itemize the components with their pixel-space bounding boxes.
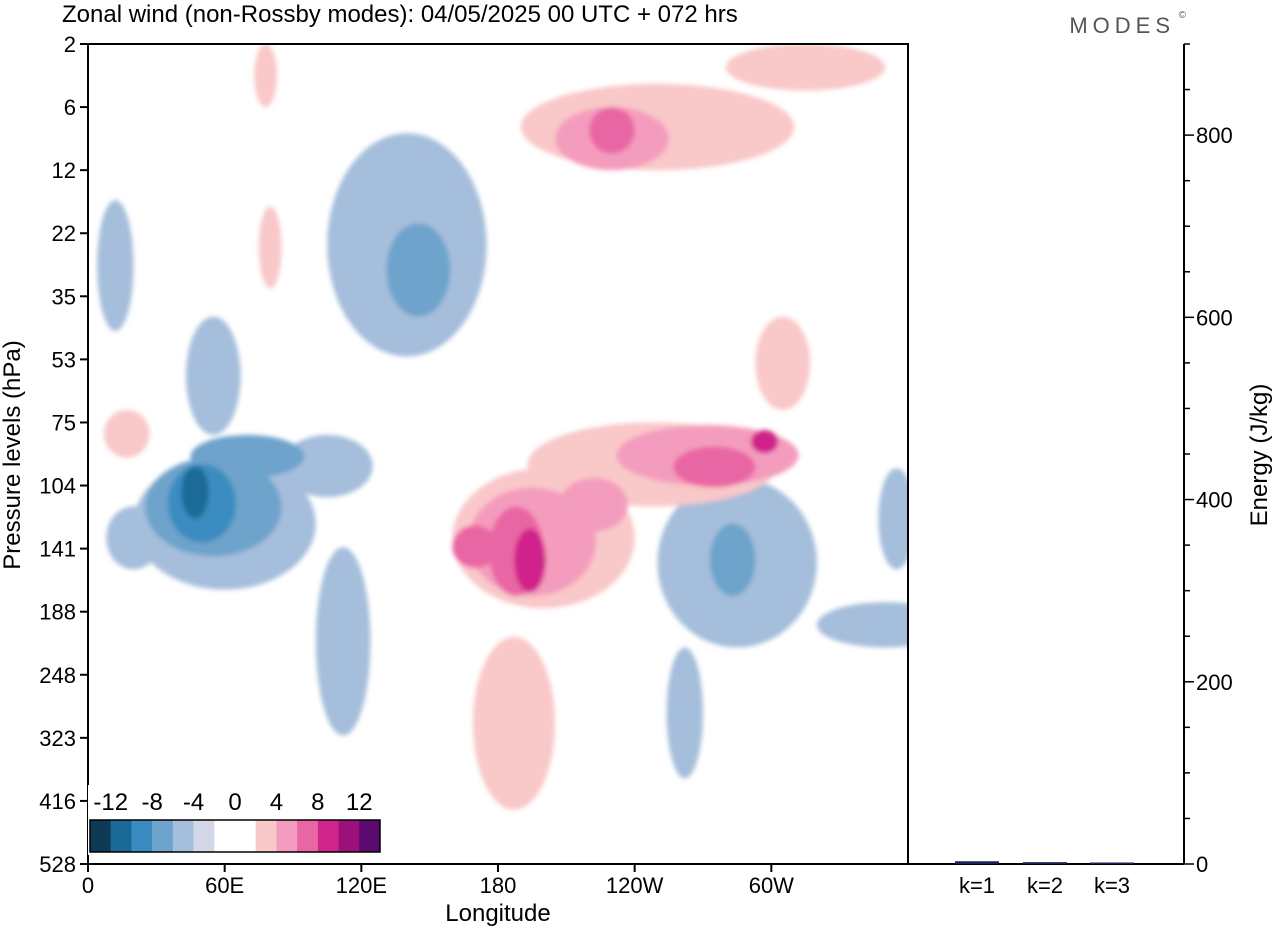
wind-anomaly-region [315, 547, 371, 736]
wind-anomaly-region [185, 316, 241, 435]
colorbar-swatch [297, 820, 319, 852]
wind-anomaly-region [513, 528, 546, 593]
colorbar-label: -8 [141, 789, 162, 816]
colorbar-swatch [152, 820, 174, 852]
y-tick-label: 416 [39, 789, 76, 814]
y-tick-label: 6 [64, 95, 76, 120]
energy-tick-label: 0 [1196, 852, 1208, 877]
y-tick-label: 528 [39, 852, 76, 877]
colorbar-swatch [235, 820, 257, 852]
y-tick-label: 141 [39, 537, 76, 562]
brand-logo: MODES © [1069, 10, 1186, 38]
colorbar-label: 0 [228, 789, 241, 816]
x-tick-label: 60W [749, 873, 794, 898]
y-tick-label: 323 [39, 726, 76, 751]
wind-anomaly-region [673, 446, 756, 488]
wind-anomaly-region [816, 602, 908, 648]
wind-anomaly-region [472, 636, 555, 810]
energy-bar [1023, 862, 1067, 864]
colorbar-label: 12 [346, 789, 373, 816]
y-tick-label: 35 [52, 284, 76, 309]
wind-anomaly-region [281, 434, 373, 498]
wind-anomaly-region [559, 477, 628, 532]
colorbar-swatch [317, 820, 339, 852]
wind-anomaly-region [878, 468, 908, 570]
wind-anomaly-region [103, 409, 150, 458]
energy-category-label: k=3 [1094, 873, 1130, 898]
wind-anomaly-region [709, 523, 756, 596]
x-tick-label: 0 [82, 873, 94, 898]
energy-axis-label: Energy (J/kg) [1246, 384, 1273, 527]
energy-bar [1090, 862, 1134, 864]
energy-tick-label: 400 [1196, 488, 1233, 513]
wind-anomaly-region [181, 466, 209, 519]
colorbar-legend: -12 -8 -4 0 4 8 12 [88, 785, 382, 855]
y-tick-label: 75 [52, 410, 76, 435]
y-tick-label: 188 [39, 600, 76, 625]
energy-tick-label: 800 [1196, 123, 1233, 148]
wind-anomaly-region [386, 223, 451, 317]
wind-anomaly-region [755, 316, 811, 410]
x-axis: 0 60E 120E 180 120W 60W [82, 864, 794, 898]
wind-anomaly-region [589, 107, 635, 154]
wind-anomaly-region [452, 525, 498, 568]
wind-anomaly-region [750, 430, 779, 454]
y-axis: 2 6 12 22 35 53 75 104 141 188 248 323 416 528 [39, 32, 88, 877]
energy-tick-label: 200 [1196, 670, 1233, 695]
colorbar-label: -12 [93, 789, 128, 816]
y-tick-label: 248 [39, 663, 76, 688]
y-tick-label: 22 [52, 221, 76, 246]
wind-anomaly-region [666, 647, 703, 779]
energy-bar-panel: 0 200 400 600 800 k=1 k=2 k=3 [908, 43, 1233, 898]
wind-anomaly-region [190, 434, 305, 478]
energy-tick-label: 600 [1196, 305, 1233, 330]
colorbar-swatch [338, 820, 360, 852]
energy-category-label: k=2 [1027, 873, 1063, 898]
y-tick-label: 12 [52, 158, 76, 183]
brand-text: MODES [1069, 13, 1175, 38]
y-tick-label: 104 [39, 474, 76, 499]
brand-mark: © [1179, 10, 1187, 21]
colorbar-frame [89, 819, 381, 853]
x-tick-label: 180 [480, 873, 517, 898]
x-tick-label: 120W [606, 873, 664, 898]
colorbar-swatch [90, 820, 112, 852]
chart-title: Zonal wind (non-Rossby modes): 04/05/202… [62, 1, 738, 28]
energy-bar [955, 861, 999, 864]
y-axis-label: Pressure levels (hPa) [0, 340, 26, 569]
energy-category-label: k=1 [959, 873, 995, 898]
x-tick-label: 60E [205, 873, 244, 898]
x-tick-label: 120E [336, 873, 387, 898]
colorbar-label: -4 [183, 789, 204, 816]
wind-anomaly-region [725, 44, 886, 91]
y-tick-label: 53 [52, 347, 76, 372]
heatmap-field [97, 44, 908, 810]
colorbar-label: 8 [311, 789, 324, 816]
colorbar-swatch [276, 820, 298, 852]
colorbar-swatch [193, 820, 215, 852]
colorbar-swatch [131, 820, 153, 852]
colorbar-swatch [172, 820, 194, 852]
colorbar-swatch [110, 820, 132, 852]
wind-anomaly-region [254, 44, 278, 108]
wind-anomaly-region [258, 206, 282, 289]
colorbar-label: 4 [270, 789, 283, 816]
colorbar-swatch [214, 820, 236, 852]
y-tick-label: 2 [64, 32, 76, 57]
wind-anomaly-region [97, 200, 134, 332]
colorbar-swatch [255, 820, 277, 852]
x-axis-label: Longitude [445, 900, 550, 927]
colorbar-swatch [359, 820, 381, 852]
